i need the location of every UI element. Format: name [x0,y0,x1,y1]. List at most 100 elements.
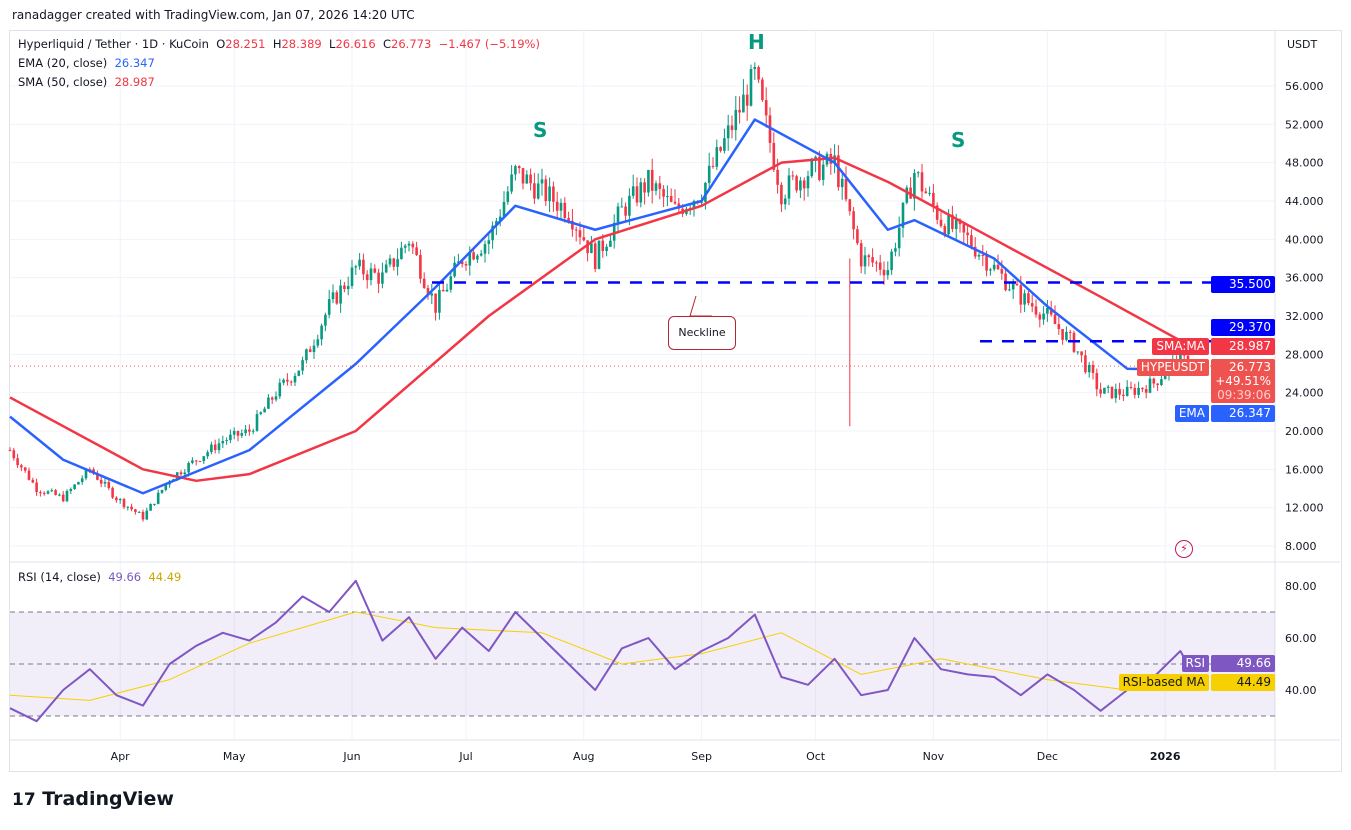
candle-body [20,465,23,468]
currency-label[interactable]: USDT [1287,38,1318,51]
candle-body [635,186,639,203]
price-tick: 32.000 [1285,310,1324,323]
candle-body [806,176,810,189]
rsi-tick: 60.00 [1285,632,1317,645]
candle-body [1133,387,1137,395]
candle-body [210,444,213,453]
rsi-line [9,579,1189,723]
high-value: 28.389 [281,37,322,51]
candle-body [951,214,954,229]
candle-body [384,264,388,273]
candle-body [1023,293,1026,305]
candle-body [540,179,544,184]
candle-body [324,314,327,326]
candle-body [1015,283,1019,286]
sma50-line [9,156,1189,483]
candle-body [1065,331,1068,340]
candle-body [582,237,586,241]
candle-body [491,225,494,241]
rsi-label[interactable]: RSI (14, close) [18,570,101,584]
candle-body [449,276,453,290]
candle-body [947,214,950,235]
candle-body [1114,388,1118,399]
ema-value: 26.347 [114,56,155,70]
candle-body [753,67,757,70]
candle-body [871,257,874,263]
candle-body [1068,331,1072,333]
candle-body [552,186,555,202]
candle-body [316,339,320,346]
candle-body [69,489,73,491]
candle-body [981,254,985,256]
close-value: 26.773 [391,37,432,51]
candle-body [730,125,734,131]
candle-body [757,67,760,80]
candle-body [12,450,16,459]
candle-body [521,168,525,184]
candle-body [1103,387,1106,394]
candle-body [1156,383,1159,386]
sma-value-tag: 28.987 [1211,338,1275,355]
candle-body [935,205,939,220]
candle-body [400,247,403,260]
candle-body [852,211,855,230]
candle-body [244,429,247,434]
candle-body [206,452,209,457]
candle-body [411,243,415,248]
candle-body [164,484,168,490]
candle-body [662,188,665,197]
candle-body [966,232,969,236]
rsi-ma-value-tag: 44.49 [1211,674,1275,691]
candle-body [278,382,282,397]
candle-body [392,258,396,267]
rsi-value-tag: 49.66 [1211,655,1275,672]
candle-body [943,226,947,235]
candle-body [856,229,859,244]
candle-body [145,510,149,520]
candle-body [115,497,118,501]
candle-body [506,191,510,202]
candle-body [704,182,707,202]
last-price: 26.773 [1229,360,1271,374]
sma-label[interactable]: SMA (50, close) [18,75,108,89]
candle-body [620,206,624,208]
candle-body [137,511,141,513]
head-label: H [748,30,765,54]
neckline-callout[interactable]: Neckline [668,316,736,350]
ema-label[interactable]: EMA (20, close) [18,56,108,70]
candle-body [1095,372,1099,390]
candle-body [962,224,966,233]
candle-body [643,182,646,193]
close-label: C [383,37,392,51]
candle-body [194,460,198,462]
candle-body [723,138,726,151]
price-tick: 20.000 [1285,425,1324,438]
candle-body [764,100,768,116]
candle-body [1141,387,1144,390]
candle-body [639,182,643,203]
candle-body [563,202,567,219]
candle-body [833,155,836,164]
candle-body [1091,364,1095,373]
percent-change: +49.51% [1215,374,1271,388]
candle-body [567,218,570,221]
candle-body [920,172,924,192]
lightning-icon[interactable]: ⚡ [1175,540,1193,558]
candle-body [768,115,772,143]
rsi-ma-line [9,611,1189,701]
candle-body [422,278,426,288]
candle-body [46,491,50,494]
candle-body [1008,289,1011,291]
candle-body [654,183,658,191]
candle-body [331,292,335,300]
candle-body [1019,285,1023,305]
candle-body [327,299,331,315]
candle-body [795,176,798,191]
price-tick: 12.000 [1285,502,1324,515]
candle-body [985,255,988,271]
candle-body [859,243,863,267]
ema20-line [9,118,1189,495]
candle-body [624,206,627,216]
candle-body [42,492,46,494]
